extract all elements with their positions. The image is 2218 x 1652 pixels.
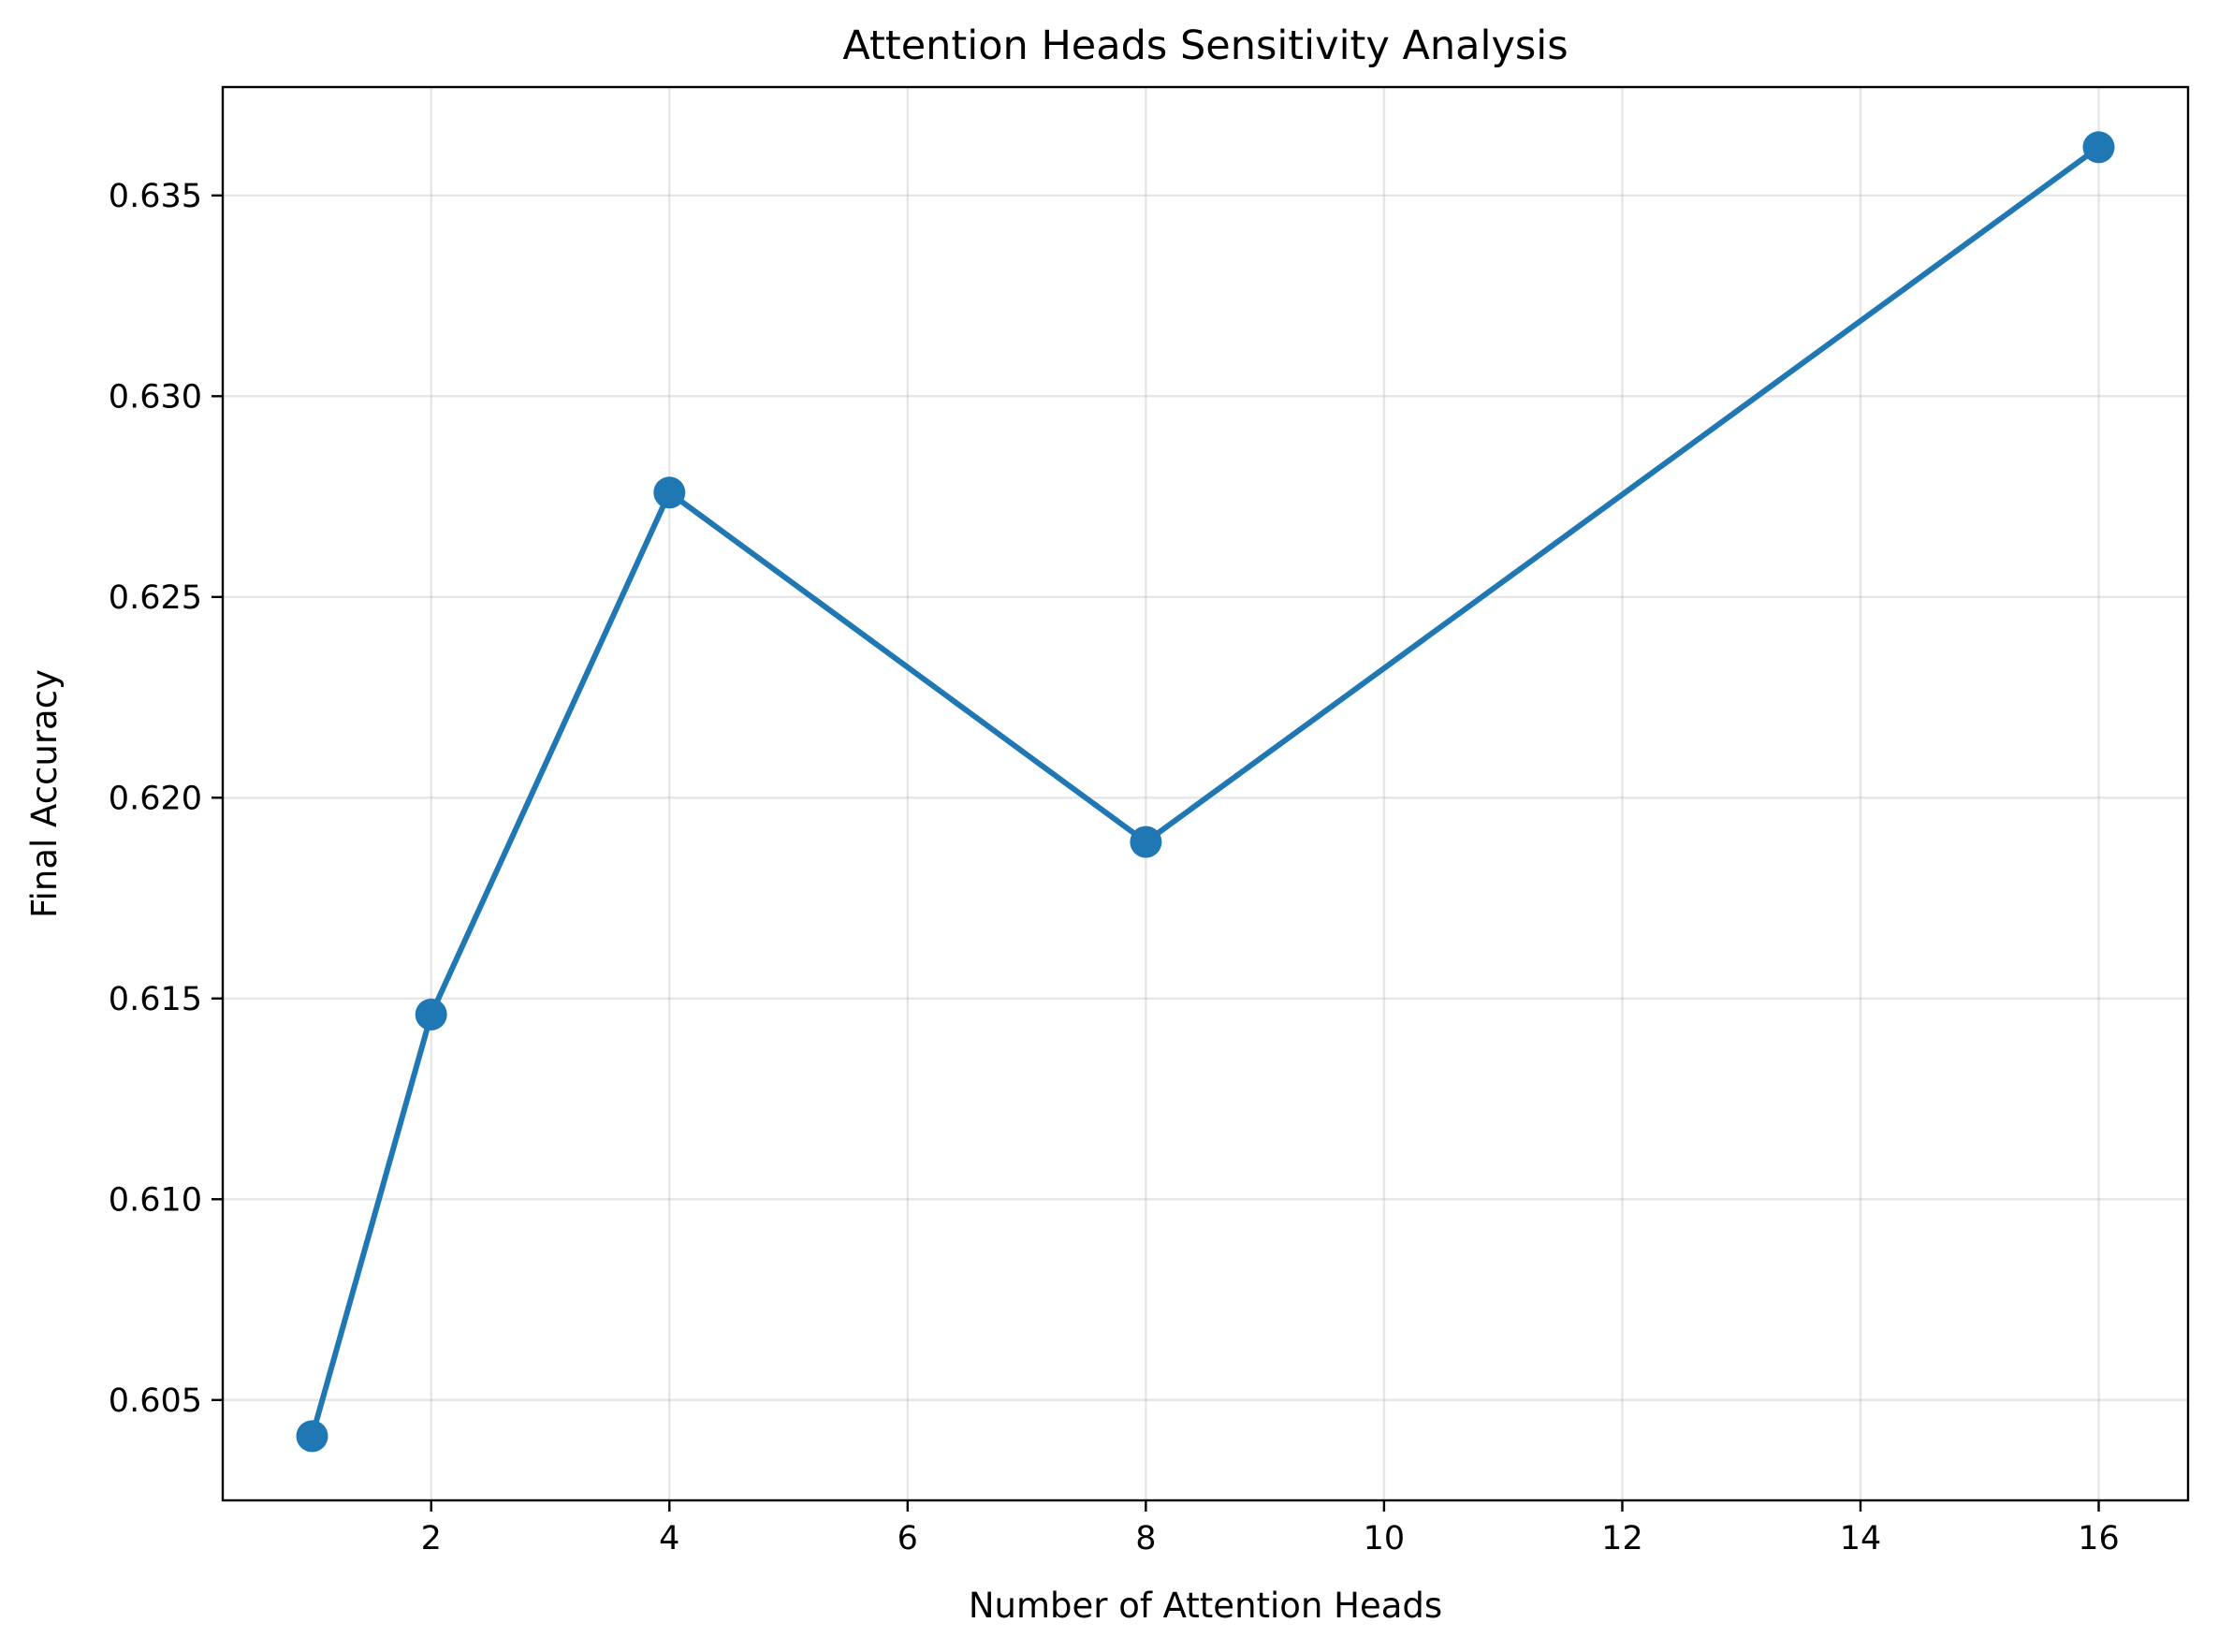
data-point: [2082, 131, 2115, 164]
data-layer: [296, 131, 2115, 1453]
chart-title: Attention Heads Sensitivity Analysis: [842, 22, 1568, 69]
x-tick-label: 10: [1364, 1520, 1406, 1557]
data-point: [1130, 826, 1162, 858]
y-tick-label: 0.615: [109, 981, 202, 1018]
y-tick-label: 0.625: [109, 579, 202, 617]
data-point: [296, 1420, 328, 1453]
y-axis-label: Final Accuracy: [24, 669, 65, 918]
x-tick-label: 2: [421, 1520, 442, 1557]
x-tick-label: 4: [659, 1520, 679, 1557]
y-axis: 0.605 0.610 0.615 0.620 0.625 0.630 0.635: [109, 178, 223, 1420]
grid: [223, 87, 2188, 1500]
x-tick-label: 12: [1601, 1520, 1643, 1557]
x-axis-label: Number of Attention Heads: [969, 1586, 1442, 1626]
x-tick-label: 14: [1840, 1520, 1882, 1557]
y-tick-label: 0.635: [109, 178, 202, 215]
y-tick-label: 0.630: [109, 378, 202, 416]
y-tick-label: 0.620: [109, 780, 202, 817]
data-point: [415, 998, 447, 1031]
x-tick-label: 6: [897, 1520, 918, 1557]
y-tick-label: 0.610: [109, 1181, 202, 1219]
axes-frame: [221, 85, 2190, 1502]
x-axis: 2 4 6 8 10 12 14 16: [421, 1500, 2120, 1557]
y-tick-label: 0.605: [109, 1382, 202, 1420]
data-point: [653, 476, 686, 509]
x-tick-label: 8: [1135, 1520, 1156, 1557]
x-tick-label: 16: [2078, 1520, 2120, 1557]
